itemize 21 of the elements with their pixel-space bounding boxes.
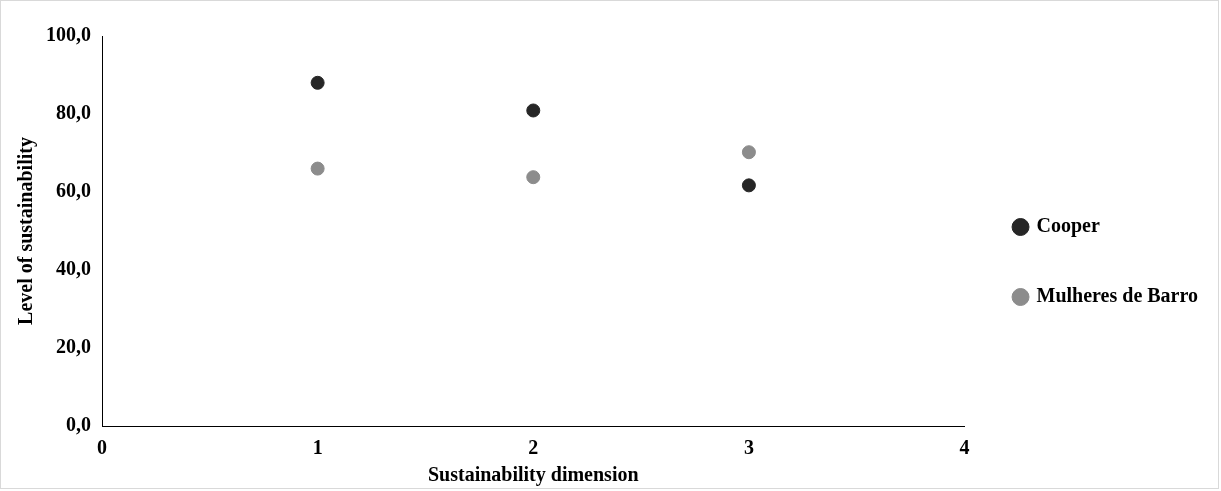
point — [310, 161, 325, 176]
y-tick-label: 40,0 — [56, 257, 91, 280]
y-tick-label: 80,0 — [56, 101, 91, 124]
point — [526, 103, 541, 118]
point — [741, 178, 756, 193]
y-tick-label: 60,0 — [56, 179, 91, 202]
x-axis-title: Sustainability dimension — [427, 463, 639, 487]
y-tick-label: 20,0 — [56, 335, 91, 358]
legend-label: Mulheres de Barro — [1036, 284, 1198, 307]
point — [741, 145, 756, 160]
legend-label: Cooper — [1036, 214, 1100, 238]
x-tick-label: 1 — [312, 436, 323, 459]
y-axis-title: Level of sustainability — [14, 137, 38, 325]
point — [526, 170, 541, 185]
y-tick-label: 100,0 — [46, 23, 91, 46]
x-tick-label: 0 — [97, 436, 107, 459]
point — [310, 75, 325, 90]
x-tick-label: 2 — [528, 436, 539, 459]
y-tick-label: 0,0 — [66, 413, 91, 436]
x-tick-label: 4 — [959, 436, 970, 459]
x-tick-label: 3 — [743, 436, 754, 459]
